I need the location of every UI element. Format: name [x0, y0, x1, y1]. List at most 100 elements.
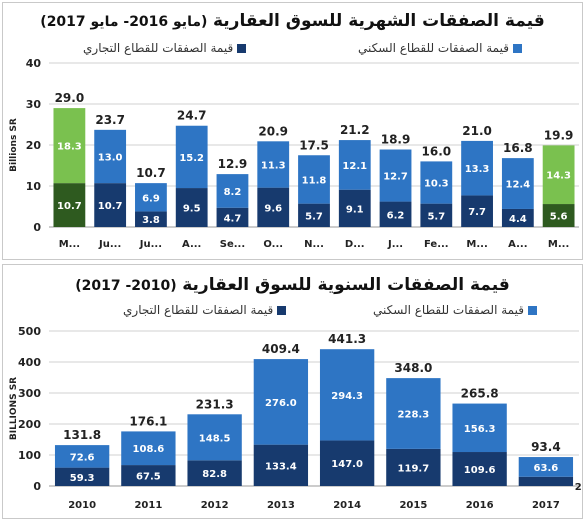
monthly-total-value-label: 16.8	[503, 141, 533, 155]
annual-residential-value-label: 228.3	[398, 410, 430, 421]
monthly-bar-residential	[420, 161, 453, 204]
annual-x-tick-label: 2016	[466, 500, 494, 511]
monthly-bar-residential	[542, 145, 575, 205]
monthly-residential-value-label: 11.3	[261, 160, 286, 171]
monthly-commercial-value-label: 3.8	[142, 215, 160, 226]
monthly-residential-value-label: 12.4	[506, 180, 531, 191]
monthly-commercial-value-label: 5.7	[427, 211, 445, 222]
annual-bar-commercial	[518, 476, 574, 486]
annual-bar-residential	[386, 378, 441, 449]
legend-swatch-commercial	[237, 43, 247, 53]
monthly-x-tick-label: A...	[182, 239, 201, 250]
annual-x-tick-label: 2017	[532, 500, 560, 511]
monthly-x-tick-label: Fe...	[424, 239, 449, 250]
monthly-total-value-label: 20.9	[258, 124, 288, 138]
monthly-chart-title: قيمة الصفقات الشهرية للسوق العقارية (ماي…	[3, 11, 582, 31]
monthly-total-value-label: 21.0	[462, 124, 492, 138]
annual-bar-commercial	[452, 452, 507, 486]
monthly-bar-residential	[379, 149, 412, 202]
monthly-commercial-value-label: 5.7	[305, 211, 323, 222]
annual-total-value-label: 348.0	[394, 361, 432, 375]
monthly-residential-value-label: 13.0	[98, 152, 123, 163]
monthly-x-tick-label: J...	[387, 239, 403, 250]
monthly-residential-value-label: 13.3	[465, 164, 490, 175]
monthly-commercial-value-label: 9.5	[183, 204, 201, 215]
monthly-total-value-label: 12.9	[218, 157, 248, 171]
monthly-chart-plot: 0 10 20 30 40 Billions SR 10.7 18.3 29.0 M... 10.7…	[9, 57, 579, 250]
annual-residential-value-label: 294.3	[331, 391, 363, 402]
annual-y-tick-label: 300	[18, 387, 41, 400]
annual-chart-title: قيمة الصفقات السنوية للسوق العقارية (201…	[3, 275, 582, 295]
annual-bar-residential	[187, 414, 242, 461]
monthly-x-tick-label: A...	[508, 239, 527, 250]
monthly-commercial-value-label: 5.6	[550, 212, 568, 223]
annual-total-value-label: 131.8	[63, 428, 101, 442]
monthly-bar-residential	[94, 129, 127, 184]
monthly-chart-panel: قيمة الصفقات الشهرية للسوق العقارية (ماي…	[2, 2, 583, 260]
annual-bar-residential	[54, 445, 110, 468]
monthly-total-value-label: 10.7	[136, 166, 166, 180]
annual-x-tick-label: 2015	[399, 500, 427, 511]
legend-swatch-residential-annual	[527, 305, 537, 315]
annual-x-tick-label: 2011	[134, 500, 162, 511]
monthly-bar-commercial	[420, 203, 453, 227]
monthly-total-value-label: 18.9	[381, 133, 411, 147]
monthly-bar-residential	[501, 158, 534, 209]
monthly-y-tick-label: 40	[26, 57, 42, 70]
monthly-bar-residential	[175, 125, 208, 189]
monthly-bar-commercial	[461, 195, 493, 227]
monthly-bar-residential	[257, 141, 290, 188]
legend-label-commercial: قيمة الصفقات للقطاع التجاري	[83, 41, 234, 55]
monthly-commercial-value-label: 9.6	[264, 203, 282, 214]
annual-total-value-label: 441.3	[328, 332, 366, 346]
monthly-total-value-label: 17.5	[299, 138, 329, 152]
monthly-y-tick-label: 0	[33, 221, 41, 234]
legend-residential: قيمة الصفقات للقطاع السكني	[358, 41, 522, 55]
monthly-bar-commercial	[94, 183, 127, 227]
annual-x-tick-label: 2013	[267, 500, 295, 511]
monthly-commercial-value-label: 10.7	[98, 201, 123, 212]
monthly-bar-residential	[461, 140, 493, 196]
monthly-x-tick-label: Se...	[220, 239, 245, 250]
monthly-x-tick-label: O...	[263, 239, 283, 250]
annual-y-tick-label: 0	[33, 480, 41, 493]
monthly-bar-residential	[338, 140, 371, 190]
annual-commercial-value-label: 82.8	[202, 469, 227, 480]
annual-chart-plot: 0 100 200 300 400 500 BILLIONS SR 59.3 72.6 131.8…	[9, 325, 582, 511]
legend-label-commercial-annual: قيمة الصفقات للقطاع التجاري	[123, 303, 274, 317]
annual-commercial-value-label: 119.7	[398, 463, 430, 474]
monthly-y-tick-label: 10	[26, 180, 42, 193]
monthly-residential-value-label: 12.1	[342, 161, 367, 172]
annual-y-tick-label: 200	[18, 418, 41, 431]
annual-commercial-value-label: 147.0	[331, 459, 363, 470]
annual-total-value-label: 176.1	[129, 414, 167, 428]
legend-label-residential: قيمة الصفقات للقطاع السكني	[358, 41, 509, 55]
monthly-x-tick-label: M...	[466, 239, 487, 250]
monthly-total-value-label: 29.0	[55, 91, 85, 105]
monthly-y-axis-label: Billions SR	[9, 118, 19, 172]
annual-bar-residential	[452, 403, 507, 453]
monthly-commercial-value-label: 9.1	[346, 204, 364, 215]
monthly-bar-residential	[53, 108, 86, 184]
annual-x-tick-label: 2014	[333, 500, 361, 511]
monthly-residential-value-label: 15.2	[179, 153, 204, 164]
legend-swatch-commercial-annual	[277, 305, 287, 315]
monthly-commercial-value-label: 4.4	[509, 214, 527, 225]
annual-residential-value-label: 156.3	[464, 424, 496, 435]
annual-residential-value-label: 108.6	[133, 444, 165, 455]
annual-y-tick-label: 100	[18, 449, 41, 462]
monthly-commercial-value-label: 7.7	[468, 207, 486, 218]
annual-residential-value-label: 276.0	[265, 398, 297, 409]
annual-residential-value-label: 63.6	[534, 463, 559, 474]
monthly-residential-value-label: 10.3	[424, 179, 449, 190]
monthly-chart-title-main: قيمة الصفقات الشهرية للسوق العقارية	[212, 11, 545, 31]
annual-bar-commercial	[319, 440, 375, 486]
monthly-bar-residential	[135, 183, 167, 212]
legend-residential-annual: قيمة الصفقات للقطاع السكني	[373, 303, 537, 317]
monthly-commercial-value-label: 10.7	[57, 201, 82, 212]
annual-commercial-value-label: 109.6	[464, 465, 496, 476]
monthly-bar-residential	[298, 155, 330, 204]
monthly-bar-commercial	[175, 188, 208, 227]
annual-bar-residential	[253, 359, 309, 445]
monthly-bar-commercial	[379, 201, 412, 227]
